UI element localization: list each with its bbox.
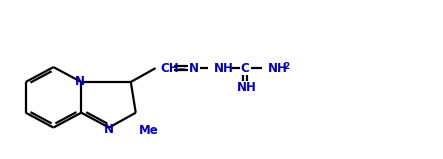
Text: =: = <box>176 62 187 75</box>
Text: Me: Me <box>139 124 159 137</box>
Text: N: N <box>189 62 199 75</box>
Text: NH: NH <box>237 81 256 94</box>
Text: C: C <box>241 62 249 75</box>
Text: 2: 2 <box>284 62 290 71</box>
Text: NH: NH <box>214 62 234 75</box>
Text: N: N <box>104 123 114 136</box>
Text: NH: NH <box>268 62 288 75</box>
Text: CH: CH <box>160 62 179 75</box>
Text: N: N <box>75 76 85 88</box>
